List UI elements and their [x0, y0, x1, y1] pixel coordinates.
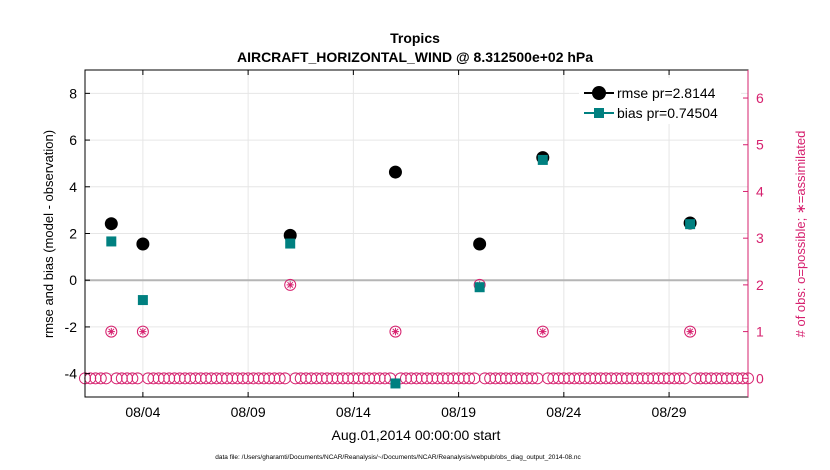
- obs-possible-marker: [273, 372, 286, 385]
- obs-possible-marker: [136, 325, 149, 338]
- bias-point: [390, 378, 401, 389]
- obs-possible-marker: [105, 325, 118, 338]
- obs-possible-marker: [126, 372, 139, 385]
- obs-possible-marker: [536, 325, 549, 338]
- obs-assimilated-marker: [107, 328, 115, 336]
- x-axis-label: Aug.01,2014 00:00:00 start: [332, 427, 501, 443]
- bias-point: [685, 219, 696, 230]
- obs-possible-marker: [463, 372, 476, 385]
- y-right-tick-label: 0: [756, 370, 764, 386]
- bias-point: [537, 154, 548, 165]
- y-axis-right-ticks: 0 1 2 3 4 5 6: [743, 90, 764, 386]
- obs-possible-marker: [684, 325, 697, 338]
- chart-title: Tropics: [390, 30, 440, 46]
- y-axis-left-ticks: -4 -2 0 2 4 6 8: [65, 85, 90, 382]
- y-right-tick-label: 3: [756, 230, 764, 246]
- y-left-tick-label: 0: [69, 272, 77, 288]
- bias-point: [137, 295, 148, 306]
- legend-bias-marker: [594, 108, 604, 118]
- y-right-tick-label: 5: [756, 137, 764, 153]
- y-axis-right-label: # of obs: o=possible; ∗=assimilated: [793, 131, 808, 338]
- obs-assimilated-marker: [286, 281, 294, 289]
- x-tick-label: 08/19: [441, 404, 476, 420]
- chart-subtitle: AIRCRAFT_HORIZONTAL_WIND @ 8.312500e+02 …: [237, 49, 593, 65]
- x-tick-label: 08/04: [125, 404, 160, 420]
- legend: rmse pr=2.8144 bias pr=0.74504: [579, 78, 741, 124]
- rmse-point: [388, 165, 402, 179]
- y-right-tick-label: 1: [756, 324, 764, 340]
- x-tick-label: 08/09: [231, 404, 266, 420]
- footnote: data file: /Users/gharamti/Documents/NCA…: [215, 454, 581, 461]
- obs-possible-marker: [389, 325, 402, 338]
- obs-possible-marker: [284, 278, 297, 291]
- bias-point: [285, 238, 296, 249]
- y-right-tick-label: 2: [756, 277, 764, 293]
- y-left-tick-label: 4: [69, 179, 77, 195]
- rmse-point: [473, 237, 487, 251]
- obs-assimilated-marker: [686, 328, 694, 336]
- legend-rmse-marker: [592, 86, 606, 100]
- obs-count-markers: [79, 278, 754, 385]
- obs-assimilated-marker: [391, 328, 400, 336]
- y-left-tick-label: -2: [65, 319, 78, 335]
- x-tick-label: 08/24: [546, 404, 581, 420]
- x-axis-ticks: 08/04 08/09 08/14 08/19 08/24 08/29: [125, 70, 687, 420]
- legend-box: [579, 78, 741, 124]
- y-left-tick-label: -4: [65, 366, 78, 382]
- legend-rmse-label: rmse pr=2.8144: [617, 85, 716, 101]
- obs-possible-marker: [526, 372, 539, 385]
- y-left-tick-label: 6: [69, 132, 77, 148]
- obs-assimilated-marker: [539, 328, 547, 336]
- y-left-tick-label: 2: [69, 226, 77, 242]
- obs-assimilated-marker: [139, 328, 147, 336]
- y-right-tick-label: 4: [756, 183, 764, 199]
- rmse-point: [104, 217, 118, 231]
- obs-possible-marker: [673, 372, 686, 385]
- y-right-tick-label: 6: [756, 90, 764, 106]
- bias-point: [474, 282, 485, 293]
- x-tick-label: 08/29: [652, 404, 687, 420]
- bias-point: [106, 236, 117, 247]
- obs-possible-marker: [378, 372, 391, 385]
- y-left-tick-label: 8: [69, 85, 77, 101]
- rmse-point: [136, 237, 150, 251]
- x-tick-label: 08/14: [336, 404, 371, 420]
- data-series: [104, 151, 697, 389]
- legend-bias-label: bias pr=0.74504: [617, 105, 718, 121]
- obs-possible-marker: [94, 372, 107, 385]
- y-axis-left-label: rmse and bias (model - observation): [41, 130, 56, 338]
